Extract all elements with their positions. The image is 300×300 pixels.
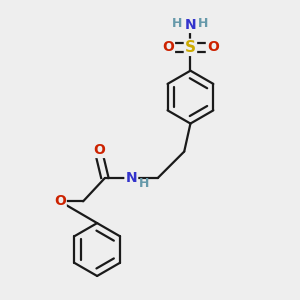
Text: H: H: [198, 17, 209, 30]
Text: O: O: [93, 143, 105, 157]
Text: H: H: [139, 177, 149, 190]
Text: H: H: [172, 17, 183, 30]
Text: O: O: [207, 40, 219, 54]
Text: N: N: [125, 171, 137, 185]
Text: O: O: [162, 40, 174, 54]
Text: O: O: [54, 194, 66, 208]
Text: N: N: [184, 18, 196, 32]
Text: S: S: [185, 40, 196, 55]
